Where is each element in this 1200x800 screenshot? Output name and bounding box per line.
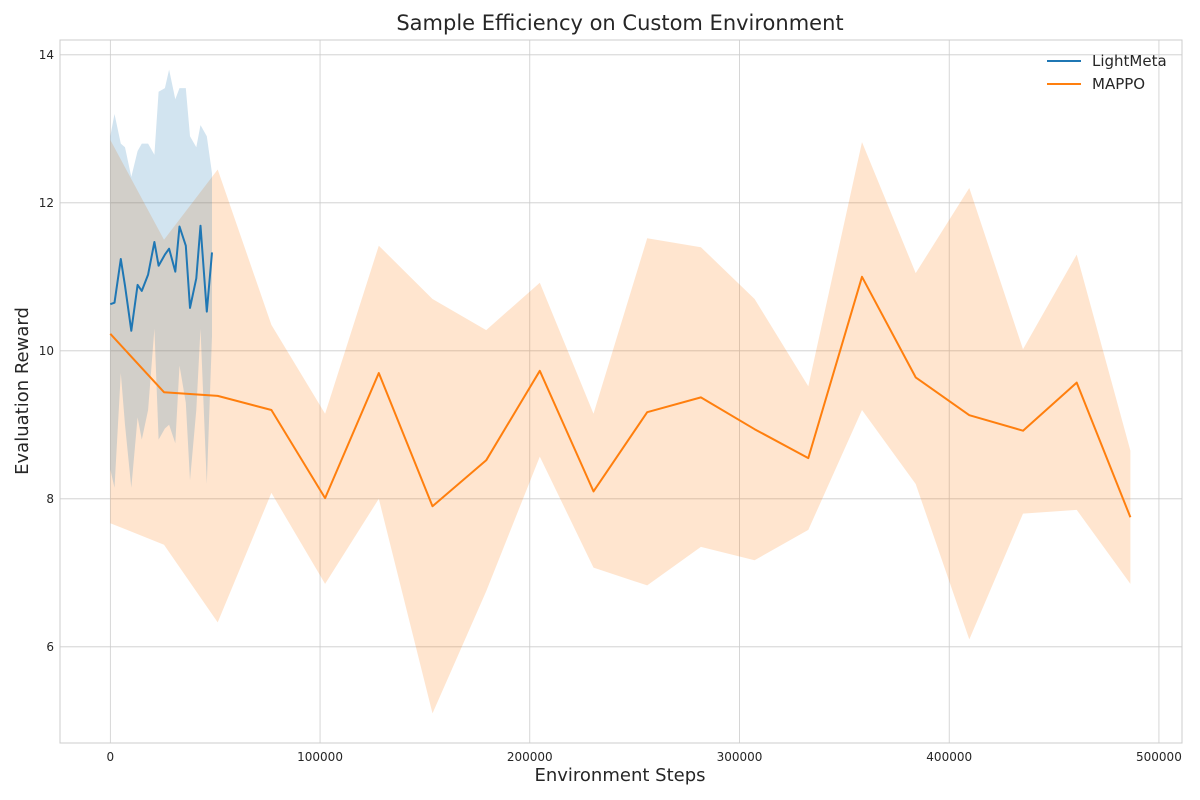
grid (59, 39, 1183, 744)
y-tick-label: 10 (39, 344, 54, 358)
legend: LightMeta MAPPO (1047, 52, 1167, 93)
legend-label-lightmeta: LightMeta (1092, 52, 1167, 70)
lightmeta-series-line (109, 224, 213, 332)
x-axis-label: Environment Steps (534, 765, 705, 786)
mappo-confidence-band (110, 139, 1131, 714)
x-tick-label: 200000 (507, 750, 553, 764)
x-tick-label: 0 (107, 750, 115, 764)
y-tick-label: 14 (39, 48, 54, 62)
mappo-series-line (109, 275, 1132, 518)
y-tick-label: 12 (39, 196, 54, 210)
chart-title: Sample Efficiency on Custom Environment (396, 11, 843, 35)
confidence-bands (110, 69, 1131, 714)
y-axis-label: Evaluation Reward (12, 307, 33, 475)
x-tick-label: 500000 (1136, 750, 1182, 764)
x-tick-label: 400000 (926, 750, 972, 764)
x-tick-label: 300000 (717, 750, 763, 764)
x-tick-label: 100000 (297, 750, 343, 764)
tick-labels: 0 100000 200000 300000 400000 500000 6 8 10 12 14 (39, 48, 1182, 764)
y-tick-label: 6 (46, 640, 54, 654)
legend-label-mappo: MAPPO (1092, 75, 1145, 93)
plot-frame (59, 39, 1183, 744)
lightmeta-confidence-band (110, 69, 212, 488)
y-tick-label: 8 (46, 492, 54, 506)
series-lines (109, 224, 1132, 518)
